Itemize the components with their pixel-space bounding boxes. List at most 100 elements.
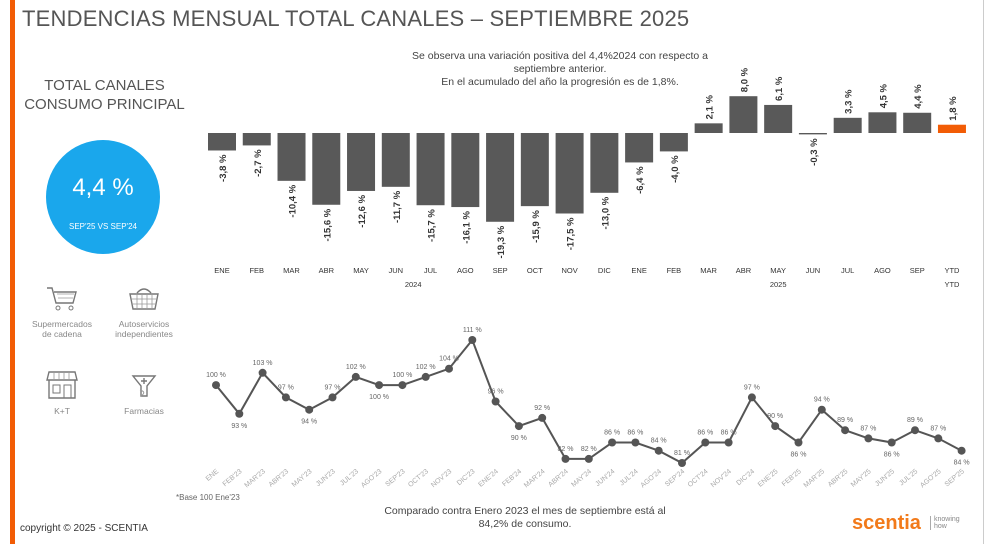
point-label: 92 % <box>534 405 550 412</box>
line-point <box>678 459 686 467</box>
point-label: 102 % <box>346 364 366 371</box>
bar-data-label: -12,6 % <box>357 194 368 227</box>
point-label: 82 % <box>581 446 597 453</box>
note-line: Se observa una variación positiva del 4,… <box>412 50 708 62</box>
x-tick-label: JUL'23 <box>339 468 360 487</box>
channel-label: Autoservicios <box>118 319 170 329</box>
note-line: septiembre anterior. <box>513 63 607 75</box>
bar <box>798 133 827 135</box>
bar-data-label: 4,5 % <box>878 83 889 108</box>
logo-tagline: knowing how <box>930 516 964 530</box>
bar-data-label: -3,8 % <box>218 154 229 182</box>
point-label: 90 % <box>767 413 783 420</box>
point-label: 86 % <box>627 430 643 437</box>
bar <box>312 133 341 205</box>
bottom-note-line: Comparado contra Enero 2023 el mes de se… <box>384 505 666 517</box>
channel-farmacias: Farmacias <box>104 370 184 416</box>
kpi-value: 4,4 % <box>72 174 134 201</box>
bar <box>625 133 654 163</box>
line-point <box>747 393 756 402</box>
point-label: 87 % <box>930 425 946 432</box>
bottom-note-line: 84,2% de consumo. <box>478 518 572 530</box>
bar-data-label: -17,5 % <box>566 217 577 250</box>
point-label: 104 % <box>439 356 459 363</box>
line-point <box>631 438 640 447</box>
line-series <box>215 338 963 465</box>
line-point <box>468 336 477 344</box>
x-tick-label: DIC <box>598 266 612 275</box>
line-point <box>841 426 850 435</box>
kpi-caption: SEP'25 VS SEP'24 <box>69 222 137 231</box>
point-label: 97 % <box>325 384 341 391</box>
x-tick-label: ABR <box>736 266 752 275</box>
point-label: 111 % <box>463 327 482 334</box>
bar <box>451 133 480 208</box>
channel-label: independientes <box>115 329 173 339</box>
shopping-basket-icon <box>129 288 159 310</box>
point-label: 103 % <box>253 360 273 367</box>
x-tick-label: ABR'25 <box>827 468 850 489</box>
bar <box>937 124 966 133</box>
copyright: copyright © 2025 - SCENTIA <box>20 523 148 534</box>
bar <box>903 112 932 133</box>
channel-label: K+T <box>54 406 70 416</box>
bar <box>555 133 584 214</box>
page-title: TENDENCIAS MENSUAL TOTAL CANALES – SEPTI… <box>22 6 690 31</box>
point-label: 86 % <box>604 430 620 437</box>
panel-title-line: CONSUMO PRINCIPAL <box>24 96 185 113</box>
note-line: En el acumulado del año la progresión es… <box>441 76 679 88</box>
line-point <box>864 434 873 443</box>
line-point <box>957 446 966 455</box>
x-tick-label: MAR <box>283 266 300 275</box>
line-point <box>701 438 710 447</box>
bar-data-label: 1,8 % <box>948 96 959 121</box>
bar-data-label: 2,1 % <box>705 94 716 119</box>
line-point <box>654 446 663 455</box>
x-tick-label: FEB'23 <box>222 468 244 488</box>
bar <box>520 133 549 207</box>
x-tick-label: JUN'23 <box>315 468 337 488</box>
line-point <box>794 438 803 447</box>
bar-chart-note: Se observa una variación positiva del 4,… <box>380 50 740 89</box>
x-tick-label: MAR <box>700 266 717 275</box>
bar-data-label: -6,4 % <box>635 166 646 194</box>
point-label: 97 % <box>278 384 294 391</box>
bar-data-label: -2,7 % <box>253 149 264 177</box>
pharmacy-icon <box>131 375 157 397</box>
bar <box>729 96 758 133</box>
bar-data-label: 3,3 % <box>844 89 855 114</box>
point-label: 102 % <box>416 364 436 371</box>
x-tick-label: JUL <box>841 266 854 275</box>
x-tick-label: NOV'23 <box>430 468 453 489</box>
point-label: 100 % <box>369 394 389 401</box>
bar-data-label: -10,4 % <box>288 184 299 217</box>
line-point <box>281 393 290 402</box>
x-tick-label: MAY'25 <box>850 468 873 489</box>
x-tick-label: YTD <box>944 266 960 275</box>
line-point <box>235 409 244 418</box>
bar <box>659 133 688 152</box>
bar <box>486 133 515 222</box>
bar-data-label: -13,0 % <box>600 196 611 229</box>
line-point <box>491 397 500 406</box>
bar <box>347 133 376 191</box>
point-label: 90 % <box>511 435 527 442</box>
x-tick-label: JUL'25 <box>898 468 919 487</box>
group-label: 2024 <box>405 280 422 289</box>
x-tick-label: MAY'23 <box>291 468 314 489</box>
point-label: 86 % <box>697 430 713 437</box>
x-tick-label: AGO'25 <box>919 468 942 489</box>
point-label: 97 % <box>744 384 760 391</box>
line-point <box>445 364 453 373</box>
bar <box>833 117 862 133</box>
bar <box>416 133 445 206</box>
x-tick-label: JUN <box>389 266 404 275</box>
line-point <box>724 438 733 447</box>
bar <box>764 104 793 133</box>
x-tick-label: MAR'23 <box>243 468 266 489</box>
bar <box>694 123 723 133</box>
point-label: 86 % <box>721 430 737 437</box>
bar-data-label: 6,1 % <box>774 76 785 101</box>
point-label: 96 % <box>488 389 504 396</box>
bar-data-label: 8,0 % <box>739 67 750 92</box>
